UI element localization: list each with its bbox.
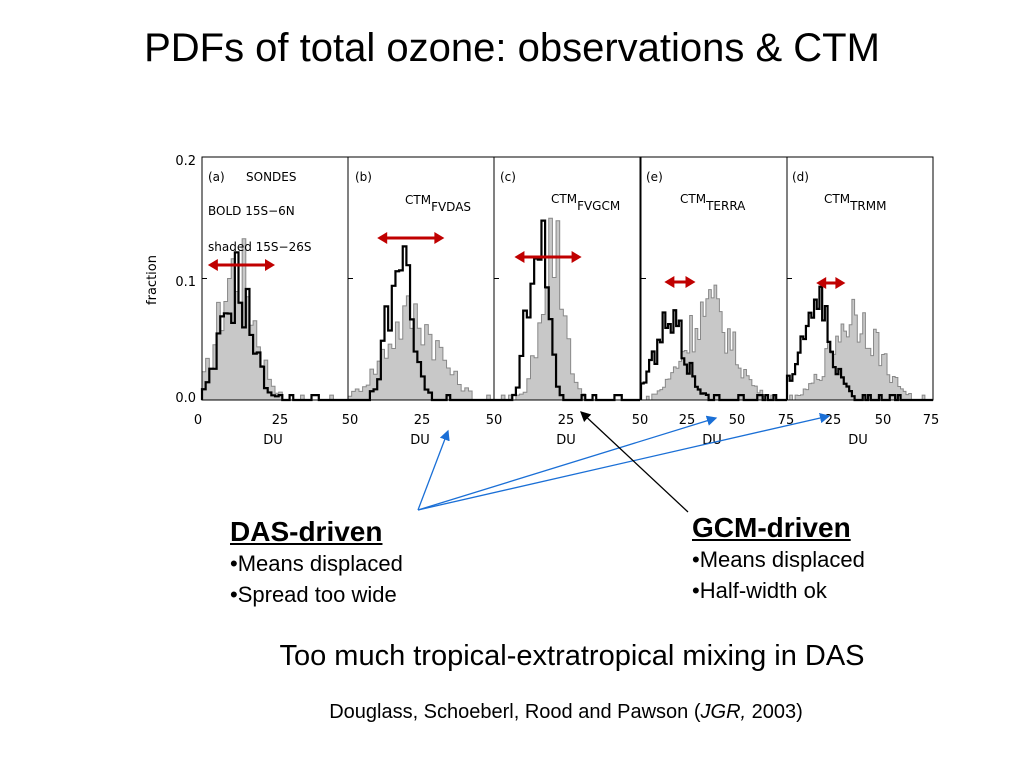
x-tick-label: 75 xyxy=(923,413,940,428)
gcm-driven-note: GCM-driven •Means displaced •Half-width … xyxy=(692,512,865,606)
x-tick-label: 50 xyxy=(729,413,746,428)
spread-arrowhead-right xyxy=(265,259,275,271)
panel-name-1: CTMFVDAS xyxy=(405,193,471,214)
das-pointer-arrow-1 xyxy=(417,415,718,511)
y-tick-label: 0.1 xyxy=(175,275,196,290)
panel-name-2: CTMFVGCM xyxy=(551,192,620,213)
panel-subscript-2: FVGCM xyxy=(577,199,620,213)
panel-name-4: CTMTRMM xyxy=(824,192,886,213)
gcm-bullet-2: •Half-width ok xyxy=(692,578,827,603)
x-tick-label: 25 xyxy=(825,413,842,428)
x-tick-label: 25 xyxy=(558,413,575,428)
spread-arrowhead-left xyxy=(664,276,675,288)
x-axis-label: DU xyxy=(702,433,722,448)
panel-e xyxy=(639,156,788,402)
shaded-histogram-a xyxy=(201,238,348,401)
citation-authors: Douglass, Schoeberl, Rood and Pawson ( xyxy=(329,701,701,723)
summary-text: Too much tropical-extratropical mixing i… xyxy=(279,640,865,672)
das-heading: DAS-driven xyxy=(230,516,383,547)
panel-tag-2: (c) xyxy=(500,170,516,184)
citation-journal: JGR, xyxy=(700,701,747,723)
x-tick-label: 50 xyxy=(875,413,892,428)
panel-note-0: BOLD 15S−6N xyxy=(208,204,295,218)
spread-arrowhead-left xyxy=(207,259,218,271)
x-tick-label: 0 xyxy=(194,413,202,428)
das-pointer-arrow-0 xyxy=(417,429,450,511)
panel-subscript-4: TRMM xyxy=(849,199,886,213)
panel-b xyxy=(347,156,495,402)
panel-tag-0: (a) xyxy=(208,170,225,184)
spread-arrowhead-left xyxy=(816,277,827,289)
das-pointer-arrow-2 xyxy=(417,412,831,511)
panel-name-0: SONDES xyxy=(246,170,296,184)
x-tick-label: 50 xyxy=(632,413,649,428)
annotation-arrows xyxy=(417,411,831,513)
bold-histogram-e xyxy=(639,309,787,402)
citation: Douglass, Schoeberl, Rood and Pawson (JG… xyxy=(0,701,1024,724)
spread-arrowhead-right xyxy=(685,276,696,288)
x-tick-label: 50 xyxy=(486,413,503,428)
y-axis-label: fraction xyxy=(145,255,160,305)
x-axis-label: DU xyxy=(848,433,868,448)
bold-histogram-a xyxy=(200,251,348,402)
das-bullet-2: •Spread too wide xyxy=(230,582,397,607)
spread-arrowhead-left xyxy=(377,232,388,244)
spread-arrowhead-right xyxy=(835,277,846,289)
y-tick-label: 0.0 xyxy=(175,391,196,406)
x-axis-label: DU xyxy=(410,433,430,448)
panels-layer: (a) SONDES BOLD 15S−6N shaded 15S−26S (b) CTM… xyxy=(200,156,934,402)
panel-subscript-3: TERRA xyxy=(705,199,746,213)
panel-subscript-1: FVDAS xyxy=(431,200,471,214)
gcm-bullet-1: •Means displaced xyxy=(692,547,865,572)
y-tick-labels: 0.2 0.1 0.0 xyxy=(175,154,196,406)
panel-c xyxy=(493,156,641,402)
panel-tag-1: (b) xyxy=(355,170,372,184)
shaded-histogram-e xyxy=(641,284,787,401)
x-tick-label: 25 xyxy=(272,413,289,428)
panel-a xyxy=(200,156,349,402)
citation-year: 2003) xyxy=(746,701,803,723)
shaded-histogram-c xyxy=(494,217,640,401)
spread-arrowhead-right xyxy=(434,232,445,244)
x-axis-label: DU xyxy=(263,433,283,448)
y-tick-label: 0.2 xyxy=(175,154,196,169)
panel-d xyxy=(785,156,934,402)
shaded-histogram-b xyxy=(347,295,494,401)
panel-name-3: CTMTERRA xyxy=(680,192,746,213)
gcm-pointer-arrow xyxy=(580,411,689,513)
gcm-heading: GCM-driven xyxy=(692,512,851,543)
spread-arrowhead-right xyxy=(571,251,582,263)
shaded-histogram-d xyxy=(787,298,933,401)
x-axis-label: DU xyxy=(556,433,576,448)
panel-note-1: shaded 15S−26S xyxy=(208,240,311,254)
x-tick-label: 25 xyxy=(679,413,696,428)
panel-tag-3: (e) xyxy=(646,170,663,184)
slide-title: PDFs of total ozone: observations & CTM xyxy=(144,26,880,70)
das-bullet-1: •Means displaced xyxy=(230,551,403,576)
x-tick-label: 25 xyxy=(414,413,431,428)
das-driven-note: DAS-driven •Means displaced •Spread too … xyxy=(230,516,403,610)
panel-tag-4: (d) xyxy=(792,170,809,184)
x-tick-label: 50 xyxy=(342,413,359,428)
spread-arrowhead-left xyxy=(514,251,525,263)
